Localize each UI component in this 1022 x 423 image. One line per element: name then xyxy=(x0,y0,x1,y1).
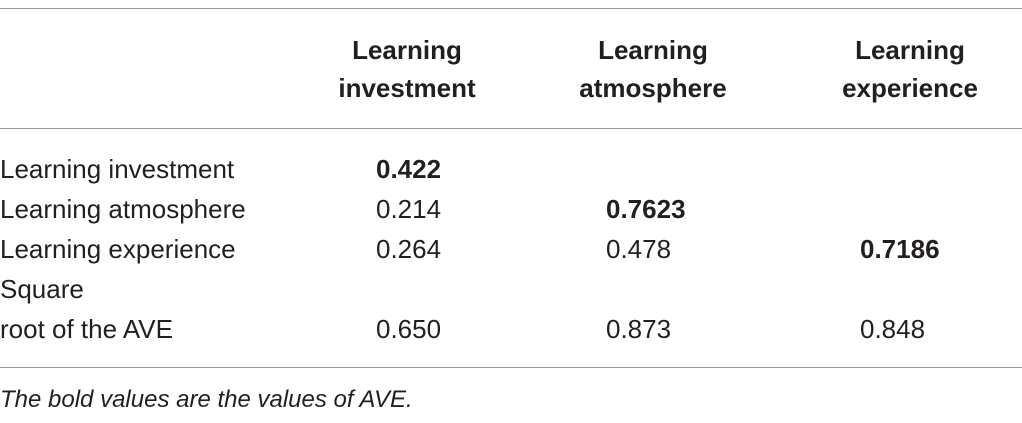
cell: 0.650 xyxy=(376,313,442,344)
header-rule xyxy=(0,128,1022,129)
row-label: Learning atmosphere xyxy=(0,194,246,224)
column-header: Learning investment xyxy=(338,35,476,103)
bold-cell: 0.422 xyxy=(376,154,442,184)
bold-cell: 0.7186 xyxy=(860,234,940,264)
cell: 0.264 xyxy=(376,234,442,264)
column-header: Learning experience xyxy=(842,35,978,103)
cell: 0.478 xyxy=(606,234,672,264)
top-rule xyxy=(0,8,1022,9)
row-label: root of the AVE xyxy=(0,313,173,344)
column-header: Learning atmosphere xyxy=(579,35,727,103)
footnote: The bold values are the values of AVE. xyxy=(0,386,413,413)
bold-cell: 0.7623 xyxy=(606,194,686,224)
cell: 0.873 xyxy=(606,313,672,344)
bottom-rule xyxy=(0,367,1022,368)
cell: 0.848 xyxy=(860,313,926,344)
row-label: Learning experience xyxy=(0,234,236,264)
row-label: Learning investment xyxy=(0,154,235,184)
cell: 0.214 xyxy=(376,194,442,224)
row-label: Square xyxy=(0,274,84,304)
